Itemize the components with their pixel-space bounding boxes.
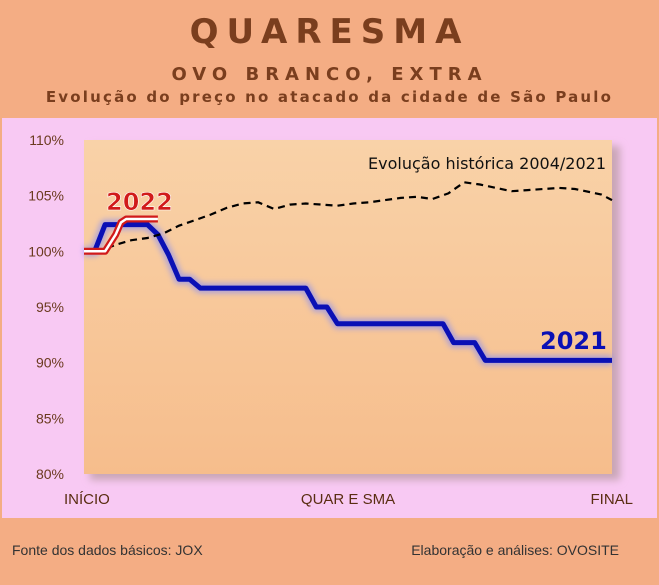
header: QUARESMA OVO BRANCO, EXTRA Evolução do p… xyxy=(2,2,657,114)
chart-area: 110% 105% 100% 95% 90% 85% 80% INÍCIO QUAR E SM… xyxy=(2,118,657,518)
plot-background xyxy=(84,140,612,474)
source-text: Fonte dos dados básicos: JOX xyxy=(12,542,203,558)
x-tick-label: QUAR E SMA xyxy=(301,491,395,508)
chart-subtitle: OVO BRANCO, EXTRA xyxy=(171,64,488,85)
y-tick-label: 95% xyxy=(36,299,64,315)
annotations: 2022 2021 Evolução histórica 2004/2021 xyxy=(106,154,607,355)
label-2022: 2022 xyxy=(106,188,173,216)
y-tick-label: 80% xyxy=(36,466,64,482)
series-2022-line xyxy=(84,217,158,253)
credit-text: Elaboração e análises: OVOSITE xyxy=(411,542,619,558)
chart-title: QUARESMA xyxy=(189,12,470,52)
chart-description: Evolução do preço no atacado da cidade d… xyxy=(45,88,614,106)
x-axis: INÍCIO QUAR E SMA FINAL xyxy=(64,491,633,508)
y-tick-label: 100% xyxy=(28,243,64,259)
y-axis: 110% 105% 100% 95% 90% 85% 80% xyxy=(28,132,64,482)
y-tick-label: 90% xyxy=(36,355,64,371)
series-2021-line xyxy=(84,222,612,363)
footer: Fonte dos dados básicos: JOX Elaboração … xyxy=(2,526,657,572)
series-historical-line xyxy=(84,181,613,253)
y-tick-label: 110% xyxy=(29,132,64,148)
price-chart: 110% 105% 100% 95% 90% 85% 80% INÍCIO QUAR E SM… xyxy=(28,132,633,508)
label-2021: 2021 xyxy=(540,327,607,355)
x-tick-label: FINAL xyxy=(590,491,633,508)
x-tick-label: INÍCIO xyxy=(64,491,110,508)
label-historical: Evolução histórica 2004/2021 xyxy=(368,154,606,173)
y-tick-label: 105% xyxy=(28,188,64,204)
series-layer xyxy=(84,181,613,366)
y-tick-label: 85% xyxy=(36,410,64,426)
